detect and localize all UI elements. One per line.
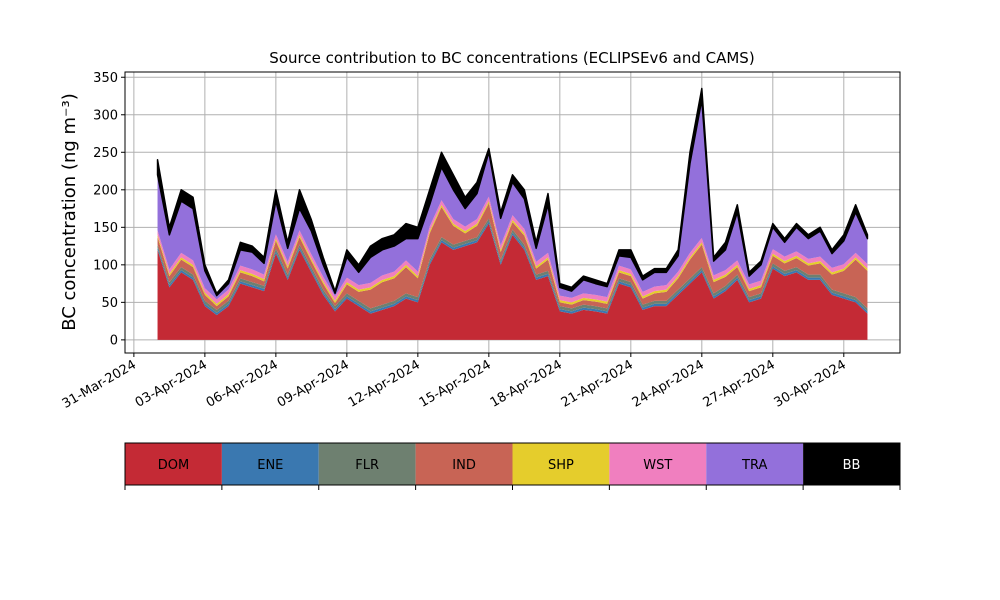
y-tick-label: 100	[93, 258, 118, 273]
area	[156, 87, 869, 297]
area	[157, 201, 868, 307]
x-tick-label: 24-Apr-2024	[630, 357, 707, 410]
x-tick-label: 18-Apr-2024	[488, 357, 565, 410]
area	[157, 223, 868, 340]
legend-swatch	[415, 443, 513, 485]
plot-area	[125, 72, 900, 353]
x-tick-label: 27-Apr-2024	[701, 357, 778, 410]
legend-label: FLR	[355, 458, 379, 473]
x-tick-label: 06-Apr-2024	[204, 357, 281, 410]
y-tick-label: 200	[93, 183, 118, 198]
legend-swatch	[318, 443, 416, 485]
legend-label: ENE	[257, 458, 283, 473]
x-tick-label: 09-Apr-2024	[275, 357, 352, 410]
legend-label: TRA	[741, 458, 767, 473]
area	[157, 221, 868, 316]
chart-title: Source contribution to BC concentrations…	[269, 49, 754, 67]
x-tick-label: 15-Apr-2024	[417, 357, 494, 410]
y-axis-label: BC concentration (ng m⁻³)	[59, 93, 80, 331]
legend-swatch	[512, 443, 610, 485]
x-tick-label: 03-Apr-2024	[133, 357, 210, 410]
y-tick-label: 250	[93, 146, 118, 161]
legend-swatch	[609, 443, 707, 485]
area	[157, 196, 868, 304]
area	[157, 218, 868, 313]
legend-label: SHP	[548, 458, 574, 473]
x-tick-label: 12-Apr-2024	[346, 357, 423, 410]
legend-swatch	[125, 443, 222, 485]
x-tick-label: 30-Apr-2024	[772, 357, 849, 410]
x-tick-label: 21-Apr-2024	[559, 357, 636, 410]
legend-frame	[124, 442, 901, 486]
area	[157, 99, 868, 300]
y-tick-label: 300	[93, 108, 118, 123]
y-tick-label: 50	[101, 296, 118, 311]
legend-label: WST	[643, 458, 672, 473]
area	[157, 203, 868, 310]
y-tick-label: 150	[93, 221, 118, 236]
y-tick-label: 0	[110, 333, 118, 348]
legend-swatch	[706, 443, 804, 485]
legend-swatch	[803, 443, 900, 485]
legend: DOM ENE FLR IND SHP WST TRA BB	[124, 442, 901, 490]
y-tick-label: 350	[93, 71, 118, 86]
legend-label: IND	[452, 458, 476, 473]
legend-swatch	[221, 443, 319, 485]
legend-label: BB	[843, 458, 861, 473]
x-tick-label: 31-Mar-2024	[60, 357, 139, 411]
plot-frame	[124, 71, 901, 354]
legend-label: DOM	[158, 458, 189, 473]
